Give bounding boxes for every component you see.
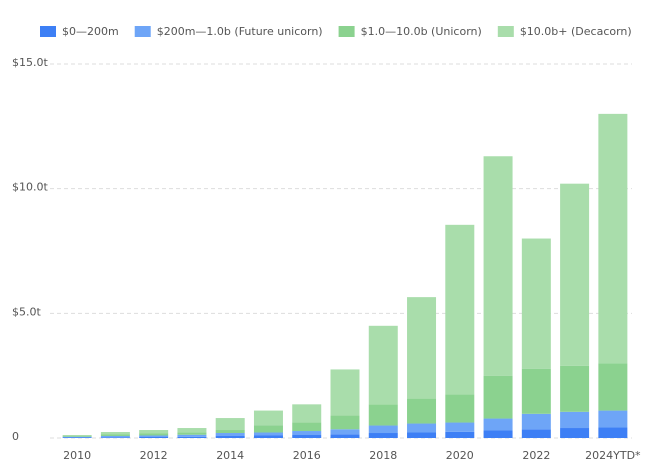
bar-segment — [330, 434, 360, 438]
bar-segment — [560, 428, 590, 438]
bar-segment — [407, 432, 437, 438]
x-tick-label: 2018 — [369, 449, 397, 462]
legend-swatch — [134, 26, 151, 37]
x-tick-label: 2012 — [140, 449, 168, 462]
bar-segment — [330, 369, 360, 416]
bar-segment — [292, 435, 322, 438]
x-tick-label: 2022 — [522, 449, 550, 462]
bar-segment — [407, 297, 437, 399]
bar-segment — [368, 433, 398, 438]
bar-segment — [483, 418, 513, 431]
x-tick-label: 2014 — [216, 449, 244, 462]
bar-segment — [139, 430, 169, 434]
x-tick-label: 2016 — [293, 449, 321, 462]
legend-label: $1.0—10.0b (Unicorn) — [361, 25, 482, 38]
x-tick-label: 2020 — [446, 449, 474, 462]
legend-label: $0—200m — [62, 25, 119, 38]
bar-segment — [177, 428, 207, 433]
y-tick-label: $5.0t — [12, 305, 41, 318]
bar-segment — [483, 430, 513, 438]
y-tick-label: $15.0t — [12, 56, 48, 69]
bar-segment — [598, 363, 628, 411]
bar-segment — [598, 113, 628, 364]
bar-segment — [368, 425, 398, 434]
bar-segment — [292, 422, 322, 432]
bar-segment — [521, 368, 551, 414]
bar-segment — [62, 436, 92, 437]
bar-segment — [407, 398, 437, 424]
bar-segment — [368, 404, 398, 426]
bar-segment — [139, 437, 169, 438]
bar-segment — [215, 433, 245, 437]
bar-segment — [177, 432, 207, 435]
bar-segment — [139, 435, 169, 438]
legend-label: $200m—1.0b (Future unicorn) — [157, 25, 323, 38]
bar-segment — [445, 394, 475, 423]
bar-segment — [292, 431, 322, 436]
bar-segment — [598, 410, 628, 428]
bar-segment — [521, 413, 551, 430]
x-tick-label: 2010 — [63, 449, 91, 462]
legend-swatch — [40, 26, 56, 37]
bar-segment — [521, 238, 551, 369]
bar-segment — [368, 325, 398, 405]
bar-segment — [177, 434, 207, 437]
x-tick-label: 2024YTD* — [585, 449, 641, 462]
bar-segment — [330, 429, 360, 435]
bar-segment — [253, 435, 283, 438]
bar-segment — [560, 183, 590, 366]
legend-label: $10.0b+ (Decacorn) — [520, 25, 632, 38]
bar-segment — [483, 375, 513, 419]
bar-segment — [445, 422, 475, 432]
bar-segment — [560, 411, 590, 429]
bar-segment — [330, 415, 360, 430]
bar-segment — [100, 437, 130, 438]
bar-segment — [483, 156, 513, 376]
legend-swatch — [338, 26, 355, 37]
bar-segment — [445, 431, 475, 438]
legend-swatch — [497, 26, 514, 37]
bar-segment — [521, 429, 551, 438]
bar-segment — [177, 436, 207, 438]
y-tick-label: $10.0t — [12, 181, 48, 194]
bar-segment — [100, 434, 130, 437]
bar-segment — [253, 432, 283, 436]
bar-segment — [62, 435, 92, 437]
bar-segment — [598, 427, 628, 438]
bar-segment — [100, 432, 130, 435]
y-tick-label: 0 — [12, 430, 19, 443]
bar-segment — [215, 436, 245, 438]
bar-segment — [445, 224, 475, 395]
bar-segment — [253, 425, 283, 433]
bar-segment — [407, 423, 437, 433]
bar-segment — [215, 430, 245, 434]
bar-segment — [100, 436, 130, 438]
bar-segment — [62, 436, 92, 438]
bar-segment — [560, 365, 590, 412]
bar-segment — [139, 433, 169, 436]
bar-segment — [253, 410, 283, 426]
bar-segment — [215, 418, 245, 431]
bar-segment — [292, 404, 322, 423]
